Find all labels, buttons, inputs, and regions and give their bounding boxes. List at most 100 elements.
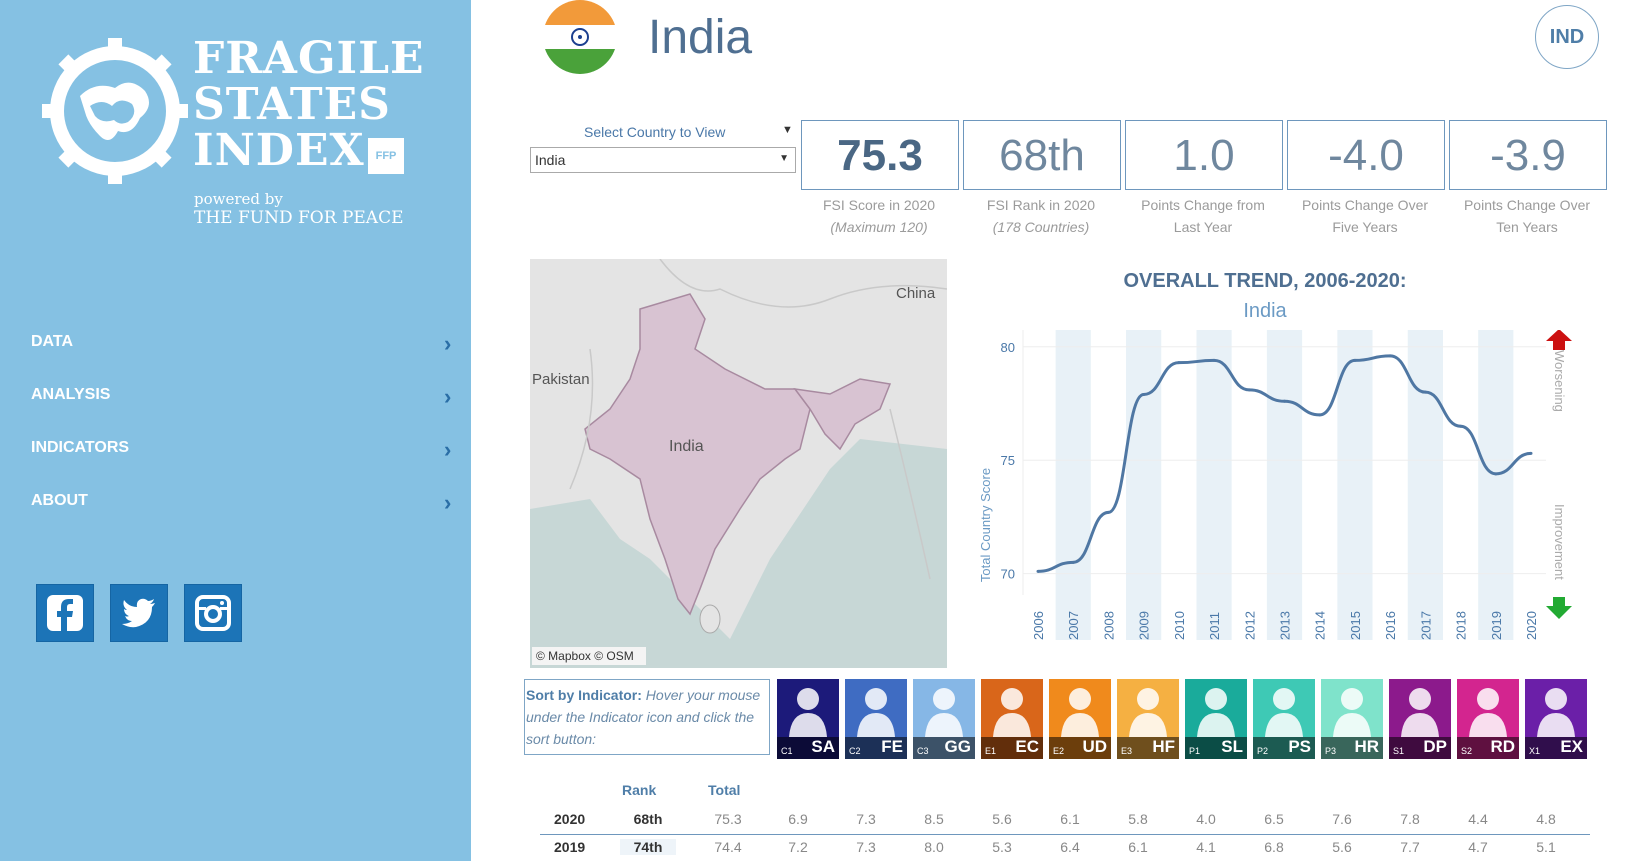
indicator-sub-code: E1: [985, 746, 997, 756]
public-services-icon[interactable]: P2 PS: [1253, 679, 1315, 759]
data-point: [1353, 358, 1357, 362]
row-indicator-value: 5.6: [992, 811, 1012, 827]
map-label-india: India: [669, 438, 704, 455]
table-row: 2019 74th 74.4 7.2 7.3 8.0 5.3 6.4 6.1 4.1 6.8 5.…: [540, 834, 1590, 861]
row-indicator-value: 7.6: [1332, 811, 1352, 827]
row-indicator-value: 6.1: [1128, 839, 1148, 855]
series-line: [1037, 354, 1532, 573]
country-select[interactable]: India ▼: [530, 147, 796, 173]
row-indicator-value: 4.8: [1536, 811, 1556, 827]
facebook-button[interactable]: [36, 584, 94, 642]
y-axis-label: Total Country Score: [978, 468, 993, 582]
table-row: 2020 68th 75.3 6.9 7.3 8.5 5.6 6.1 5.8 4.0 6.5 7.…: [540, 807, 1590, 833]
x-tick-label: 2009: [1137, 611, 1152, 640]
chevron-right-icon: ›: [444, 331, 452, 356]
data-point: [1036, 569, 1040, 573]
external-intervention-icon[interactable]: X1 EX: [1525, 679, 1587, 759]
nav-item-analysis[interactable]: ANALYSIS ›: [0, 370, 471, 422]
india-flag-icon: [543, 0, 617, 74]
security-apparatus-icon[interactable]: C1 SA: [777, 679, 839, 759]
row-indicator-value: 7.2: [788, 839, 808, 855]
economic-decline-icon[interactable]: E1 EC: [981, 679, 1043, 759]
kpi-caption: Points Change from Last Year: [1141, 197, 1265, 235]
worsening-arrow-icon: [1546, 330, 1572, 350]
row-year: 2019: [554, 839, 586, 855]
trend-chart[interactable]: 70 75 80 Total Country Score 2006 2007 2008 200…: [975, 330, 1615, 670]
kpi-caption: Points Change Over Five Years: [1301, 197, 1429, 235]
y-tick-label: 70: [1001, 567, 1015, 582]
data-point: [1106, 510, 1110, 514]
human-rights-icon[interactable]: P3 HR: [1321, 679, 1383, 759]
instagram-button[interactable]: [184, 584, 242, 642]
y-tick-label: 75: [1001, 453, 1015, 468]
indicator-sub-code: E3: [1121, 746, 1133, 756]
x-tick-label: 2010: [1172, 611, 1187, 640]
row-indicator-value: 5.8: [1128, 811, 1148, 827]
row-total: 75.3: [714, 811, 742, 827]
x-tick-label: 2007: [1066, 611, 1081, 640]
data-point: [1459, 424, 1463, 428]
nav-item-indicators[interactable]: INDICATORS ›: [0, 423, 471, 475]
row-indicator-value: 5.6: [1332, 839, 1352, 855]
kpi-change-five-years: -4.0: [1287, 120, 1445, 190]
dropdown-arrow-icon[interactable]: ▼: [782, 124, 793, 136]
x-tick-label: 2020: [1524, 611, 1539, 640]
globe-gear-icon: [42, 38, 188, 184]
state-legitimacy-icon[interactable]: P1 SL: [1185, 679, 1247, 759]
kpi-value: -3.9: [1490, 131, 1566, 180]
row-indicator-value: 7.3: [856, 811, 876, 827]
twitter-button[interactable]: [110, 584, 168, 642]
indicator-sub-code: E2: [1053, 746, 1065, 756]
map-attribution: © Mapbox © OSM: [536, 649, 634, 663]
year-band: [1337, 330, 1373, 640]
row-indicator-value: 5.3: [992, 839, 1012, 855]
row-indicator-value: 8.5: [924, 811, 944, 827]
indicator-code: DP: [1423, 737, 1447, 756]
column-header-rank[interactable]: Rank: [622, 782, 657, 798]
chevron-right-icon: ›: [444, 490, 452, 515]
row-indicator-value: 6.1: [1060, 811, 1080, 827]
fsi-logo[interactable]: FRAGILE STATES INDEX FFP powered by THE …: [40, 36, 424, 236]
row-indicator-value: 6.9: [788, 811, 808, 827]
kpi-value: 68th: [999, 131, 1085, 180]
chevron-right-icon: ›: [444, 384, 452, 409]
refugees-idps-icon[interactable]: S2 RD: [1457, 679, 1519, 759]
indicator-sub-code: P3: [1325, 746, 1337, 756]
x-tick-label: 2013: [1278, 611, 1293, 640]
indicator-sub-code: C3: [917, 746, 929, 756]
human-flight-icon[interactable]: E3 HF: [1117, 679, 1179, 759]
row-indicator-value: 4.0: [1196, 811, 1216, 827]
year-band: [1478, 330, 1514, 640]
indicator-sub-code: P1: [1189, 746, 1201, 756]
demographic-pressures-icon[interactable]: S1 DP: [1389, 679, 1451, 759]
x-tick-label: 2012: [1242, 611, 1257, 640]
improvement-arrow-icon: [1546, 597, 1572, 619]
instagram-icon: [195, 595, 231, 631]
row-indicator-value: 8.0: [924, 839, 944, 855]
uneven-development-icon[interactable]: E2 UD: [1049, 679, 1111, 759]
kpi-value: 1.0: [1173, 131, 1235, 180]
indicator-code: HF: [1152, 737, 1175, 756]
country-map[interactable]: China Pakistan India © Mapbox © OSM: [530, 259, 947, 668]
indicator-code: EC: [1015, 737, 1039, 756]
fund-for-peace-text: THE FUND FOR PEACE: [194, 208, 404, 228]
y-tick-label: 80: [1001, 340, 1015, 355]
kpi-caption: FSI Rank in 2020 (178 Countries): [986, 197, 1096, 235]
kpi-caption: Points Change Over Ten Years: [1463, 197, 1591, 235]
group-grievance-icon[interactable]: C3 GG: [913, 679, 975, 759]
sidebar: FRAGILE STATES INDEX FFP powered by THE …: [0, 0, 471, 861]
logo-title: FRAGILE STATES INDEX: [193, 33, 425, 176]
x-tick-label: 2011: [1207, 612, 1222, 640]
indicator-code: SA: [811, 737, 835, 756]
row-indicator-value: 4.7: [1468, 839, 1488, 855]
nav-item-data[interactable]: DATA ›: [0, 317, 471, 369]
sort-instructions: Sort by Indicator: Hover your mouse unde…: [526, 687, 761, 747]
chevron-down-icon: ▼: [779, 153, 789, 164]
data-point: [1388, 354, 1392, 358]
indicator-sub-code: S1: [1393, 746, 1405, 756]
nav-item-about[interactable]: ABOUT ›: [0, 476, 471, 528]
column-header-total[interactable]: Total: [708, 782, 741, 798]
kpi-value: -4.0: [1328, 131, 1404, 180]
factionalized-elites-icon[interactable]: C2 FE: [845, 679, 907, 759]
x-tick-label: 2016: [1383, 611, 1398, 640]
